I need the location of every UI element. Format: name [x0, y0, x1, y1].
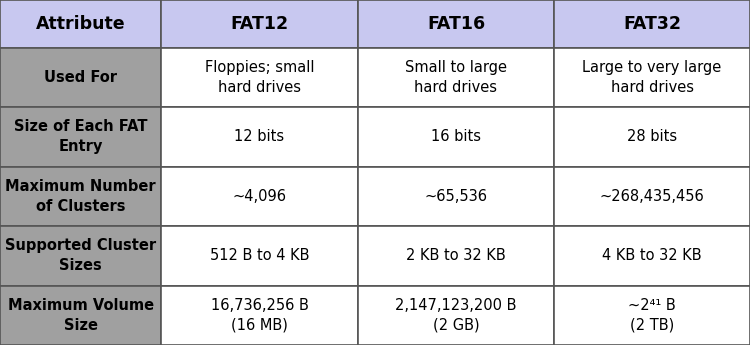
Text: 2,147,123,200 B
(2 GB): 2,147,123,200 B (2 GB): [395, 298, 517, 333]
Bar: [554, 48, 750, 107]
Text: Size of Each FAT
Entry: Size of Each FAT Entry: [13, 119, 147, 154]
Text: FAT32: FAT32: [623, 15, 681, 33]
Text: Large to very large
hard drives: Large to very large hard drives: [583, 60, 722, 95]
Bar: [358, 0, 554, 48]
Bar: [161, 286, 358, 345]
Text: ~2⁴¹ B
(2 TB): ~2⁴¹ B (2 TB): [628, 298, 676, 333]
Bar: [554, 0, 750, 48]
Bar: [161, 48, 358, 107]
Text: Small to large
hard drives: Small to large hard drives: [405, 60, 507, 95]
Text: Maximum Number
of Clusters: Maximum Number of Clusters: [5, 179, 156, 214]
Bar: [554, 107, 750, 167]
Bar: [161, 0, 358, 48]
Bar: [358, 107, 554, 167]
Text: 4 KB to 32 KB: 4 KB to 32 KB: [602, 248, 702, 263]
Bar: [358, 286, 554, 345]
Text: ~4,096: ~4,096: [232, 189, 286, 204]
Bar: [0, 48, 161, 107]
Bar: [0, 0, 161, 48]
Text: ~65,536: ~65,536: [424, 189, 488, 204]
Bar: [161, 107, 358, 167]
Text: 2 KB to 32 KB: 2 KB to 32 KB: [406, 248, 506, 263]
Text: Maximum Volume
Size: Maximum Volume Size: [8, 298, 154, 333]
Text: FAT16: FAT16: [427, 15, 485, 33]
Text: 16 bits: 16 bits: [431, 129, 481, 144]
Text: 28 bits: 28 bits: [627, 129, 677, 144]
Text: ~268,435,456: ~268,435,456: [600, 189, 704, 204]
Bar: [358, 167, 554, 226]
Bar: [0, 167, 161, 226]
Bar: [161, 167, 358, 226]
Bar: [0, 286, 161, 345]
Bar: [0, 226, 161, 286]
Bar: [161, 226, 358, 286]
Text: FAT12: FAT12: [230, 15, 289, 33]
Bar: [358, 48, 554, 107]
Bar: [554, 167, 750, 226]
Text: 12 bits: 12 bits: [235, 129, 284, 144]
Text: 16,736,256 B
(16 MB): 16,736,256 B (16 MB): [211, 298, 308, 333]
Bar: [0, 107, 161, 167]
Bar: [554, 286, 750, 345]
Bar: [358, 226, 554, 286]
Text: Attribute: Attribute: [36, 15, 125, 33]
Text: Supported Cluster
Sizes: Supported Cluster Sizes: [5, 238, 156, 273]
Text: 512 B to 4 KB: 512 B to 4 KB: [210, 248, 309, 263]
Bar: [554, 226, 750, 286]
Text: Floppies; small
hard drives: Floppies; small hard drives: [205, 60, 314, 95]
Text: Used For: Used For: [44, 70, 117, 85]
